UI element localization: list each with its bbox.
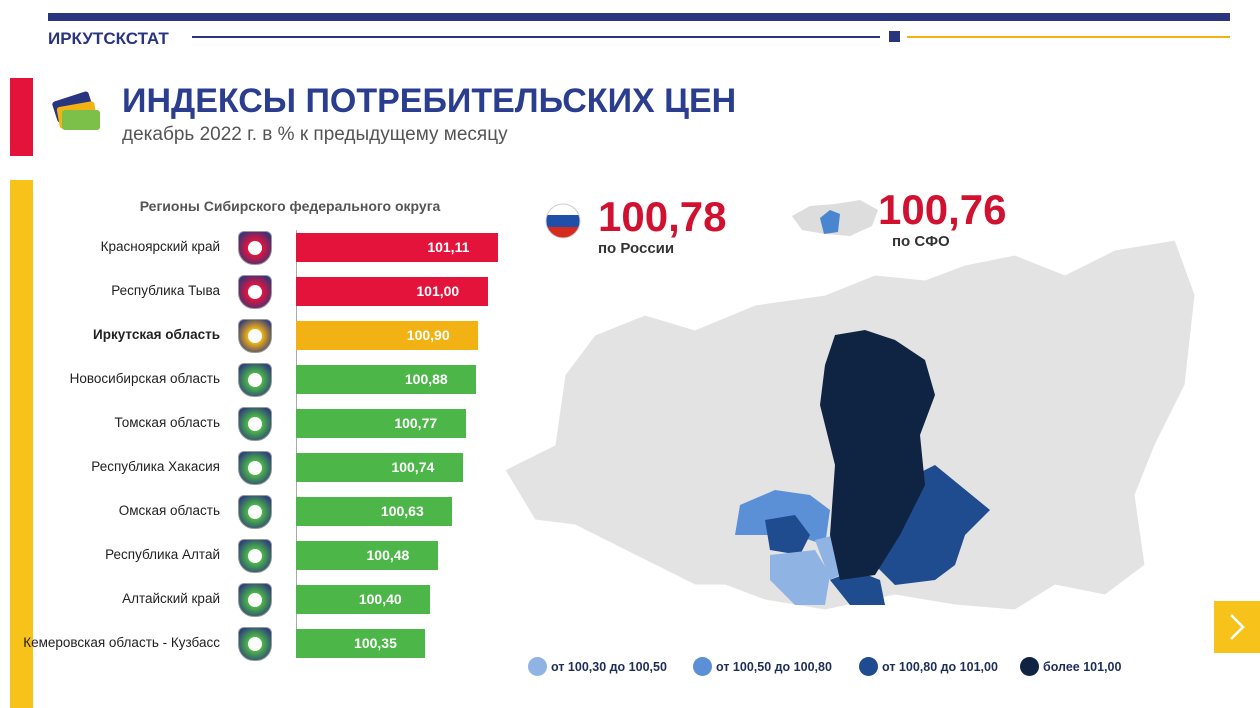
bar: [296, 497, 453, 526]
bar: [296, 585, 431, 614]
rule: [907, 36, 1230, 38]
category-label: Республика Хакасия: [91, 459, 220, 474]
rule: [192, 36, 880, 38]
category-label: Иркутская область: [93, 327, 220, 342]
bar: [296, 365, 477, 394]
accent-yellow: [10, 180, 33, 708]
category-label: Алтайский край: [122, 591, 220, 606]
emblem: [238, 583, 272, 617]
bar: [296, 629, 426, 658]
emblem: [238, 363, 272, 397]
category-label: Омская область: [118, 503, 220, 518]
bar: [296, 409, 466, 438]
title: ИНДЕКСЫ ПОТРЕБИТЕЛЬСКИХ ЦЕН: [122, 82, 737, 120]
chart-title: Регионы Сибирского федерального округа: [139, 198, 441, 214]
emblem: [238, 319, 272, 353]
value-label: 100,63: [380, 503, 424, 519]
value-label: 101,00: [416, 283, 460, 299]
baseline: [296, 230, 297, 658]
category-label: Томская область: [114, 415, 221, 430]
legend-swatch: [859, 657, 878, 676]
russia-label: по России: [598, 240, 675, 257]
sfo-label: по СФО: [892, 233, 950, 250]
legend-label: от 100,80 до 101,00: [882, 659, 998, 674]
header: ИРКУТСКСТАТ: [48, 29, 169, 48]
category-label: Республика Тыва: [111, 283, 220, 298]
bar: [296, 233, 499, 262]
bar: [296, 277, 488, 306]
legend-label: от 100,50 до 100,80: [716, 659, 832, 674]
category-label: Кемеровская область - Кузбасс: [23, 635, 220, 650]
icon: [52, 91, 100, 130]
subtitle: декабрь 2022 г. в % к предыдущему месяцу: [122, 124, 508, 145]
value-label: 100,48: [366, 547, 410, 563]
bar: [296, 541, 438, 570]
value-label: 100,77: [394, 415, 438, 431]
legend-item: от 100,80 до 101,00: [859, 657, 998, 676]
legend-item: более 101,00: [1020, 657, 1121, 676]
next-arrow: [1230, 614, 1245, 640]
russia-flag: [545, 203, 581, 239]
bar: [296, 321, 479, 350]
next-button[interactable]: [1214, 601, 1260, 653]
bar: [296, 453, 463, 482]
value-label: 100,74: [391, 459, 435, 475]
legend-swatch: [693, 657, 712, 676]
emblem: [238, 275, 272, 309]
emblem: [238, 539, 272, 573]
russia-value: 100,78: [598, 193, 727, 240]
category-label: Красноярский край: [100, 239, 220, 254]
emblem: [238, 451, 272, 485]
legend-label: от 100,30 до 100,50: [551, 659, 667, 674]
value-label: 100,90: [406, 327, 450, 343]
legend-item: от 100,50 до 100,80: [693, 657, 832, 676]
legend-item: от 100,30 до 100,50: [528, 657, 667, 676]
rule-square: [889, 31, 900, 42]
sfo-value: 100,76: [878, 186, 1007, 233]
value-label: 100,40: [358, 591, 402, 607]
category-label: Новосибирская область: [69, 371, 220, 386]
emblem: [238, 407, 272, 441]
emblem: [238, 495, 272, 529]
legend-label: более 101,00: [1043, 659, 1122, 674]
legend-swatch: [528, 657, 547, 676]
accent-red: [10, 78, 33, 156]
top-bar: [48, 13, 1230, 21]
value-label: 101,11: [427, 239, 470, 255]
mini-map: [792, 200, 878, 236]
value-label: 100,88: [404, 371, 448, 387]
map: [504, 239, 1196, 611]
legend-swatch: [1020, 657, 1039, 676]
category-label: Республика Алтай: [105, 547, 220, 562]
emblem: [238, 231, 272, 265]
emblem: [238, 627, 272, 661]
value-label: 100,35: [354, 635, 397, 651]
